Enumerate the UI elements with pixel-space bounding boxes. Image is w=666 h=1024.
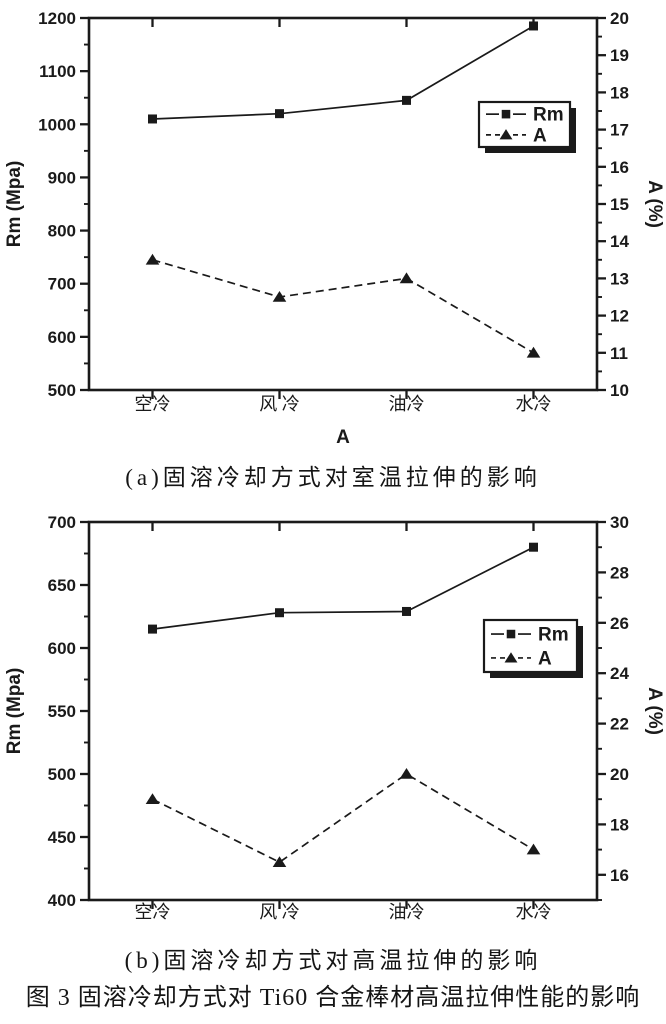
legend-marker-A <box>504 652 518 663</box>
right-axis-title: A (%) <box>644 180 665 228</box>
data-point-Rm <box>148 624 157 634</box>
chart-a-container: 500 600 700 800 900 1000 1100 1200 10 11 12 13 14 15 1… <box>0 0 666 457</box>
tick-label: 11 <box>610 344 628 363</box>
tick-label: 26 <box>610 614 629 633</box>
tick-label: 500 <box>48 765 76 784</box>
right-axis-title: A (%) <box>644 687 665 735</box>
data-point-Rm <box>529 542 538 552</box>
data-point-A <box>399 768 414 779</box>
tick-label: 28 <box>610 563 629 582</box>
legend-marker-Rm <box>501 109 511 119</box>
data-point-A <box>272 291 287 302</box>
tick-label: 400 <box>48 891 76 910</box>
series-line-Rm <box>152 25 534 120</box>
caption-a: (a)固溶冷却方式对室温拉伸的影响 <box>125 465 541 490</box>
data-point-Rm <box>275 109 284 119</box>
category-label: 风 冷 <box>259 902 300 922</box>
data-point-Rm <box>402 95 411 105</box>
tick-label: 13 <box>610 269 629 288</box>
tick-label: 650 <box>48 576 76 595</box>
legend-label-Rm: Rm <box>533 105 564 126</box>
data-point-A <box>145 793 160 804</box>
tick-label: 700 <box>48 513 76 532</box>
legend-marker-Rm <box>506 629 516 639</box>
tick-label: 22 <box>610 715 629 734</box>
tick-label: 20 <box>610 765 629 784</box>
data-point-Rm <box>402 606 411 616</box>
legend-box <box>477 100 572 149</box>
tick-label: 1100 <box>39 62 76 81</box>
figure-caption: 图 3 固溶冷却方式对 Ti60 合金棒材高温拉伸性能的影响 <box>25 985 641 1011</box>
tick-label: 1200 <box>38 9 76 28</box>
tick-label: 550 <box>48 702 76 721</box>
data-point-A <box>272 856 287 867</box>
tick-label: 10 <box>610 381 629 400</box>
caption-b: (b)固溶冷却方式对高温拉伸的影响 <box>124 948 542 973</box>
tick-label: 500 <box>48 381 76 400</box>
data-point-A <box>145 253 160 265</box>
category-label: 空冷 <box>135 394 171 414</box>
data-point-A <box>526 346 541 358</box>
tick-label: 12 <box>610 307 629 326</box>
tick-label: 16 <box>610 158 629 177</box>
series-line-A <box>152 258 534 354</box>
category-label: 空冷 <box>135 902 171 922</box>
tick-label: 19 <box>610 46 629 65</box>
tick-label: 1000 <box>38 115 76 134</box>
tick-label: 17 <box>610 121 629 140</box>
tick-label: 900 <box>48 168 76 187</box>
tick-label: 700 <box>48 275 76 294</box>
legend-label-A: A <box>533 125 547 146</box>
legend-box <box>482 618 579 674</box>
left-axis-title: Rm (Mpa) <box>4 668 25 755</box>
x-axis-title: A <box>336 427 350 448</box>
data-point-Rm <box>275 608 284 618</box>
category-label: 油冷 <box>389 902 425 922</box>
legend-label-A: A <box>538 648 552 669</box>
chart-b-container: 400 450 500 550 600 650 700 16 18 20 22 24 26 28 30 空冷 风… <box>0 508 666 933</box>
tick-label: 24 <box>610 664 629 683</box>
tick-label: 30 <box>610 513 629 532</box>
category-label: 水冷 <box>516 902 552 922</box>
series-line-Rm <box>152 546 534 630</box>
tick-label: 18 <box>610 83 629 102</box>
data-point-A <box>399 272 414 284</box>
tick-label: 20 <box>610 9 629 28</box>
legend-label-Rm: Rm <box>538 625 569 646</box>
series-line-A <box>152 772 534 864</box>
category-label: 油冷 <box>389 394 425 414</box>
category-label: 风 冷 <box>259 394 300 414</box>
chart-b: 400 450 500 550 600 650 700 16 18 20 22 24 26 28 30 空冷 风… <box>4 513 665 922</box>
data-point-A <box>526 843 541 855</box>
tick-label: 450 <box>48 828 76 847</box>
tick-label: 600 <box>48 639 76 658</box>
plot-frame <box>87 16 599 392</box>
chart-a: 500 600 700 800 900 1000 1100 1200 10 11 12 13 14 15 1… <box>4 9 665 448</box>
tick-label: 600 <box>48 328 76 347</box>
tick-label: 16 <box>610 866 629 885</box>
plot-frame <box>87 520 599 902</box>
tick-label: 15 <box>610 195 629 214</box>
tick-label: 800 <box>48 222 76 241</box>
tick-label: 18 <box>610 815 629 834</box>
left-axis-title: Rm (Mpa) <box>4 161 25 248</box>
data-point-Rm <box>529 21 538 31</box>
tick-label: 14 <box>610 232 629 251</box>
legend-marker-A <box>499 129 513 140</box>
category-label: 水冷 <box>516 394 552 414</box>
data-point-Rm <box>148 114 157 124</box>
